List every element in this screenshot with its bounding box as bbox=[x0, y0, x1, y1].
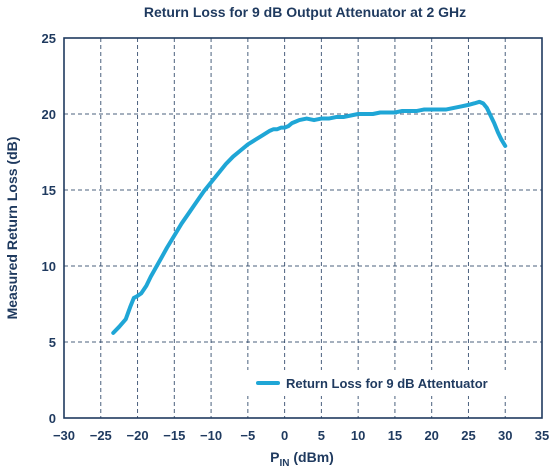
y-tick-label: 15 bbox=[42, 183, 56, 198]
x-axis-ticks: −30 −25 −20 −15 −10 −5 0 5 10 15 20 25 30 35 bbox=[53, 428, 549, 443]
x-axis-label-main: P bbox=[270, 449, 279, 465]
y-axis-label: Measured Return Loss (dB) bbox=[4, 137, 20, 320]
legend: Return Loss for 9 dB Attentuator bbox=[247, 370, 539, 396]
x-tick-label: −10 bbox=[200, 428, 222, 443]
x-tick-label: 5 bbox=[318, 428, 325, 443]
x-tick-label: −20 bbox=[127, 428, 149, 443]
x-tick-label: 35 bbox=[535, 428, 549, 443]
x-tick-label: 15 bbox=[388, 428, 402, 443]
x-tick-label: 30 bbox=[498, 428, 512, 443]
legend-label: Return Loss for 9 dB Attentuator bbox=[286, 376, 488, 391]
x-tick-label: 10 bbox=[351, 428, 365, 443]
y-tick-label: 25 bbox=[42, 31, 56, 46]
plot-area-frame bbox=[63, 37, 543, 419]
x-tick-label: 0 bbox=[281, 428, 288, 443]
y-tick-label: 5 bbox=[49, 335, 56, 350]
x-tick-label: −25 bbox=[90, 428, 112, 443]
x-tick-label: −30 bbox=[53, 428, 75, 443]
gridlines bbox=[64, 38, 542, 418]
y-tick-label: 10 bbox=[42, 259, 56, 274]
x-axis-label-subscript: IN bbox=[280, 458, 290, 469]
y-tick-label: 0 bbox=[49, 411, 56, 426]
y-axis-ticks: 0 5 10 15 20 25 bbox=[42, 31, 56, 426]
x-axis-label-unit: (dBm) bbox=[290, 449, 334, 465]
x-tick-label: −15 bbox=[163, 428, 185, 443]
chart-title: Return Loss for 9 dB Output Attenuator a… bbox=[144, 4, 466, 20]
y-tick-label: 20 bbox=[42, 107, 56, 122]
x-tick-label: −5 bbox=[240, 428, 255, 443]
x-tick-label: 20 bbox=[424, 428, 438, 443]
legend-background bbox=[247, 370, 539, 396]
x-tick-label: 25 bbox=[461, 428, 475, 443]
series-line-return-loss bbox=[111, 99, 508, 335]
x-axis-label: PIN (dBm) bbox=[270, 449, 334, 469]
